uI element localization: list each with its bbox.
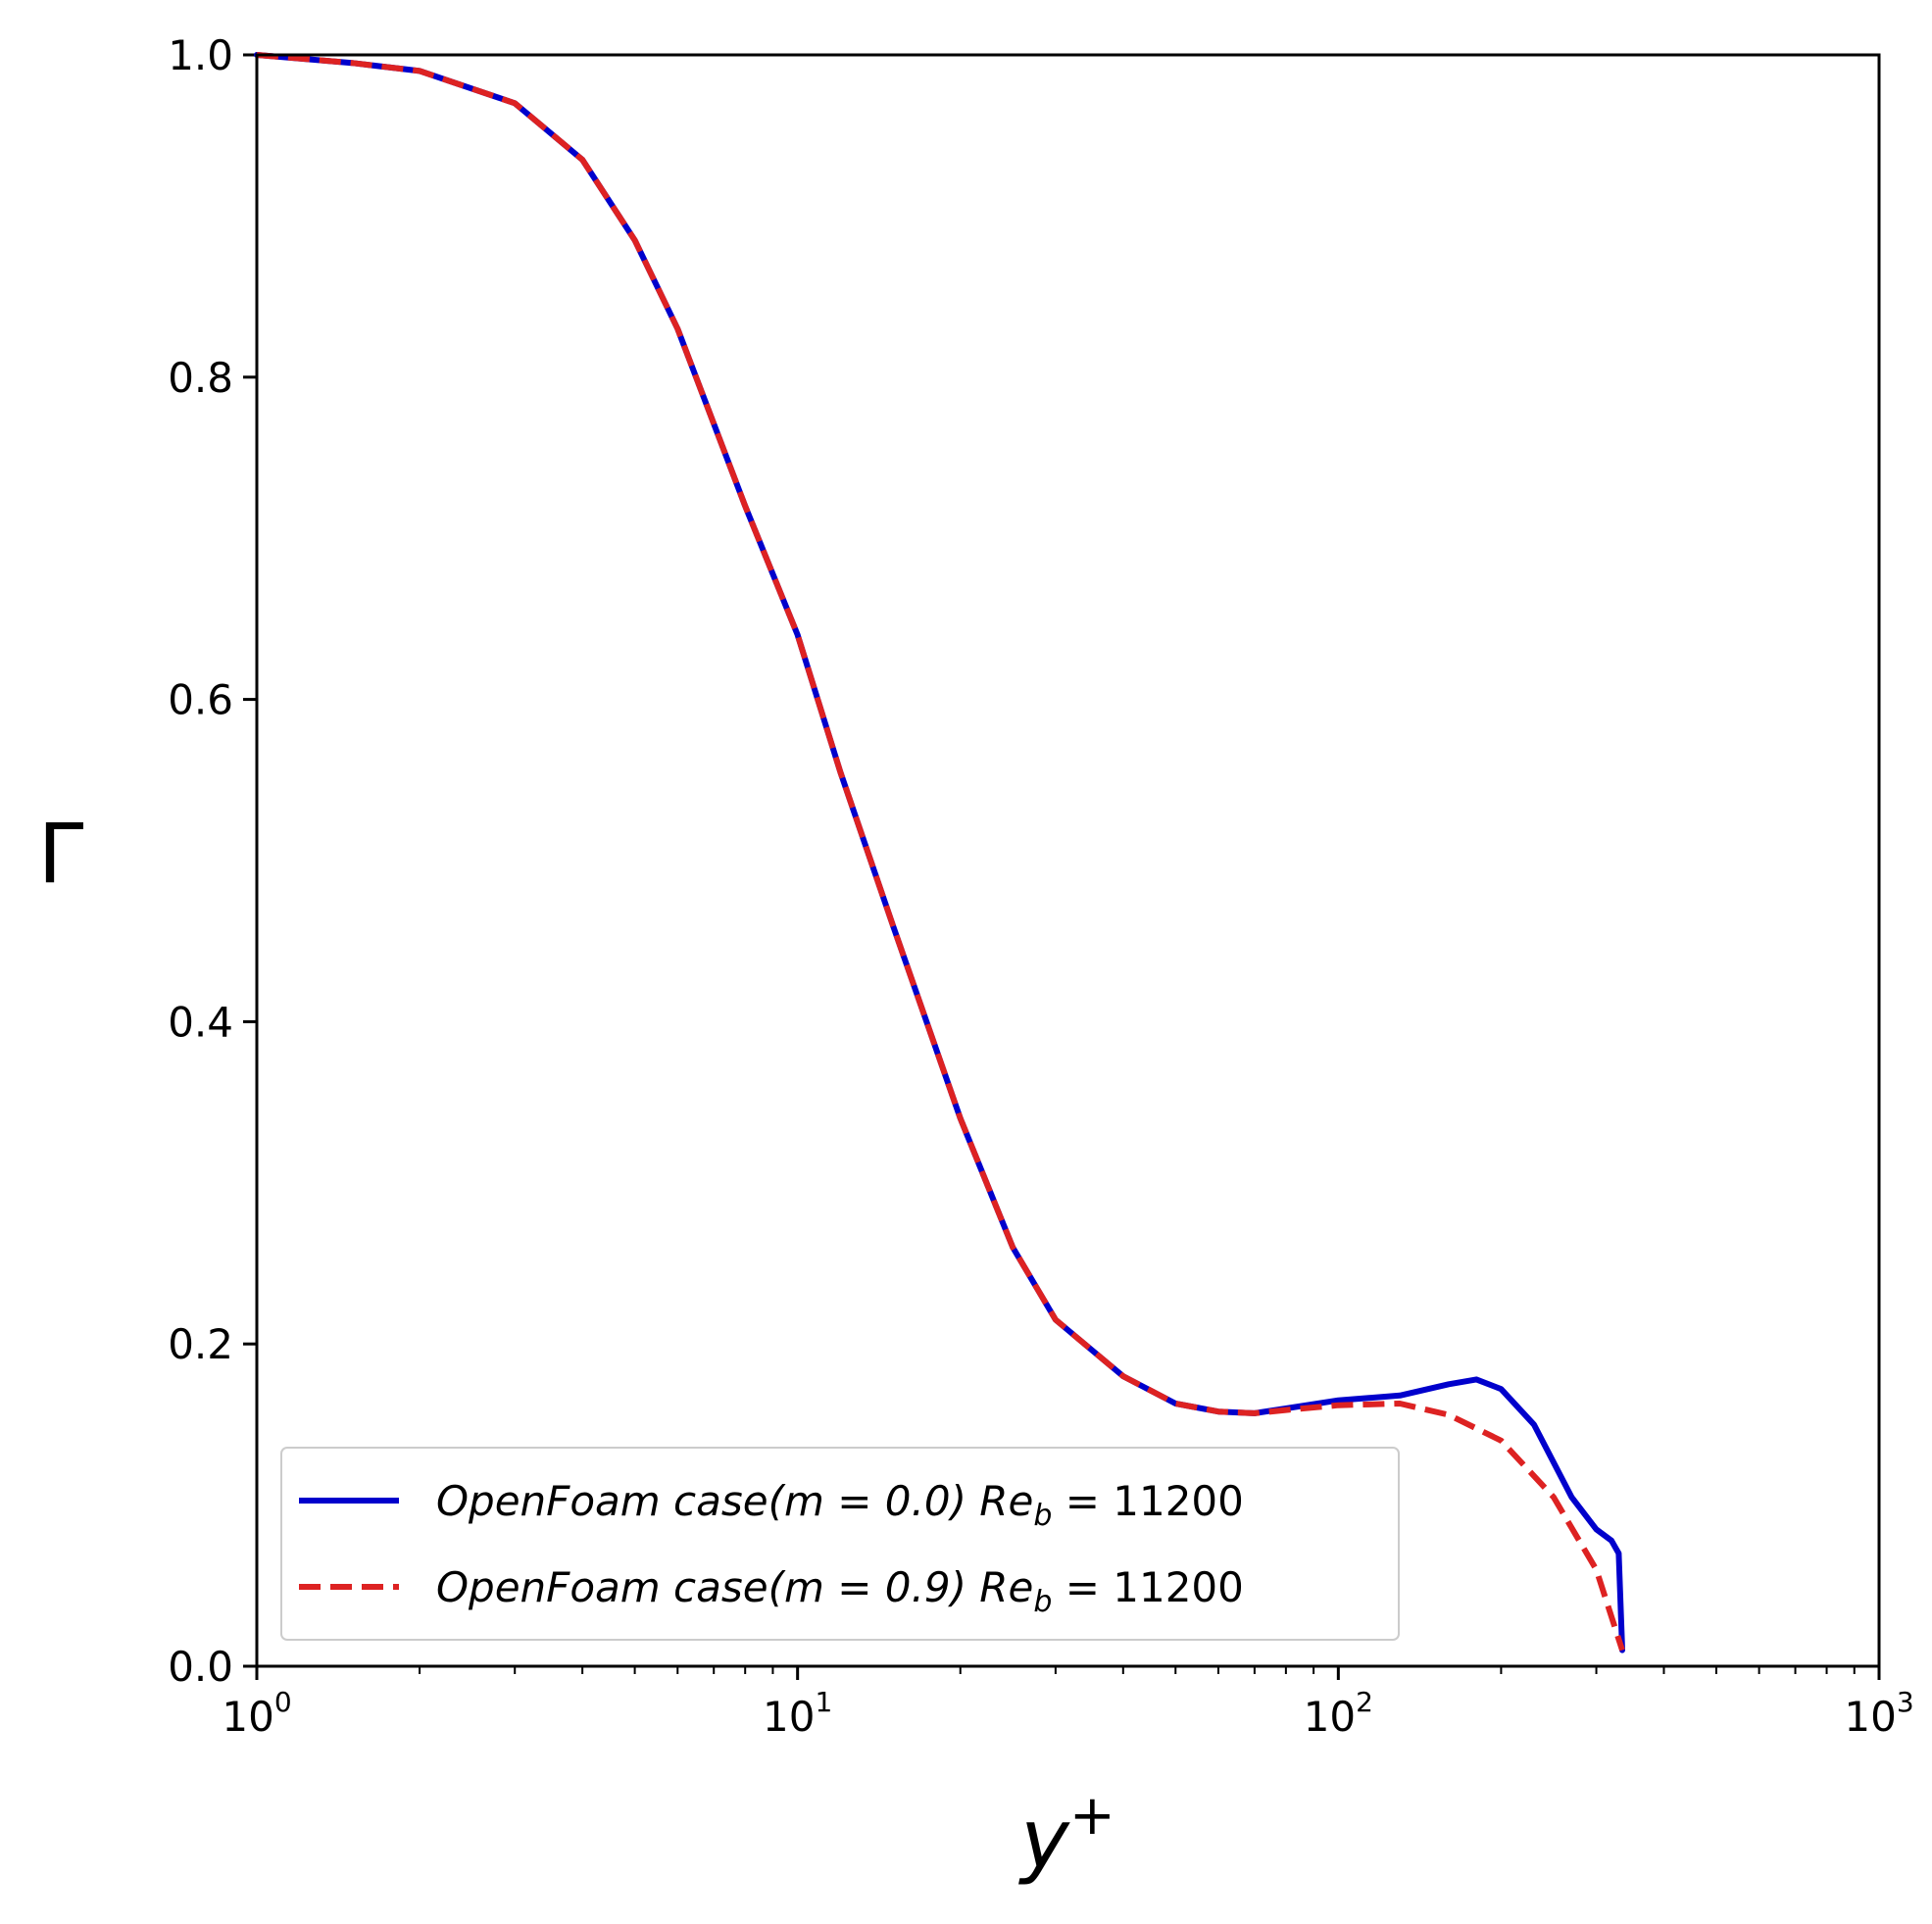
x-axis-label: y+ bbox=[1017, 1784, 1115, 1887]
y-axis-label: Γ bbox=[38, 806, 84, 902]
series-line-1 bbox=[256, 52, 1625, 1652]
y-tick-label: 0.6 bbox=[168, 676, 233, 724]
x-tick-label: 101 bbox=[763, 1686, 832, 1741]
x-axis-label-sup: + bbox=[1069, 1784, 1115, 1848]
legend: OpenFoam case(m = 0.0) Reb = 11200 OpenFo… bbox=[280, 1447, 1400, 1641]
x-axis-label-main: y bbox=[1017, 1791, 1070, 1887]
x-tick-label: 102 bbox=[1304, 1686, 1373, 1741]
legend-label-0: OpenFoam case(m = 0.0) Reb = 11200 bbox=[436, 1477, 1244, 1533]
legend-label-1: OpenFoam case(m = 0.9) Reb = 11200 bbox=[436, 1563, 1244, 1619]
x-tick-label: 100 bbox=[222, 1686, 291, 1741]
y-tick-label: 0.8 bbox=[168, 354, 233, 402]
plot-frame bbox=[255, 53, 1881, 1668]
y-tick-label: 1.0 bbox=[168, 31, 233, 79]
y-axis-ticks: 0.0 0.2 0.4 0.6 0.8 1.0 bbox=[168, 31, 257, 1691]
x-tick-label: 103 bbox=[1844, 1686, 1913, 1741]
y-tick-label: 0.4 bbox=[168, 998, 233, 1046]
x-axis-ticks: 100 101 102 103 bbox=[222, 1666, 1914, 1741]
series-layer bbox=[254, 52, 1625, 1653]
legend-box bbox=[280, 1447, 1400, 1641]
y-tick-label: 0.0 bbox=[168, 1643, 233, 1691]
y-tick-label: 0.2 bbox=[168, 1320, 233, 1368]
